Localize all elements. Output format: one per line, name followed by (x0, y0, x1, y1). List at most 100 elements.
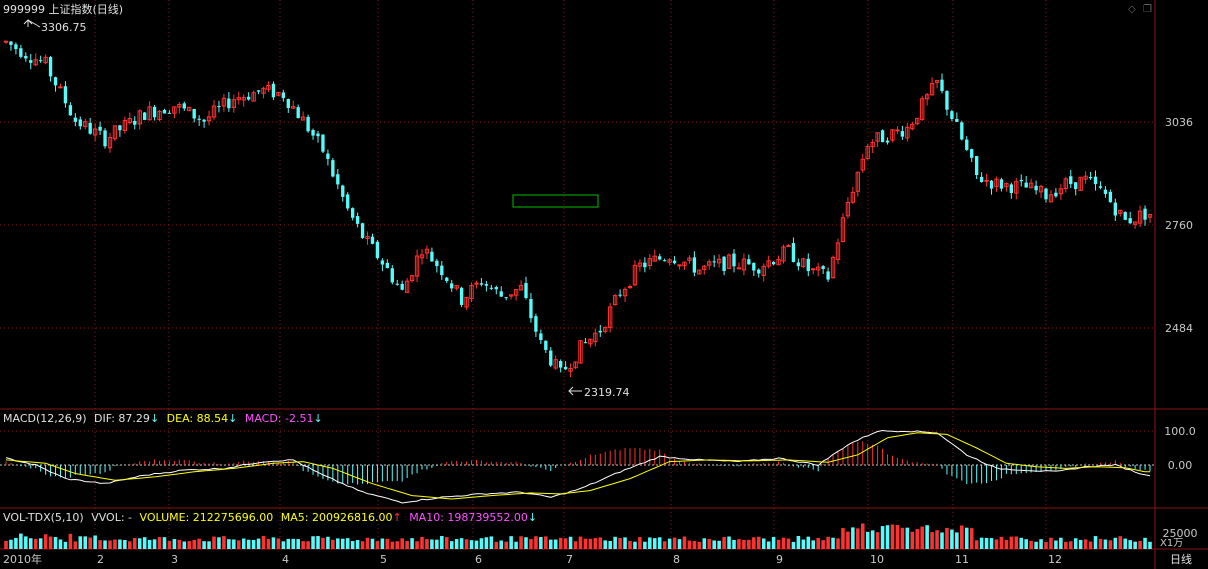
volume-bar (643, 541, 647, 549)
volume-bar (1113, 537, 1118, 549)
volume-bar (1004, 539, 1009, 549)
volume-bar (53, 536, 58, 549)
volume-bar (682, 536, 687, 549)
candle-body (341, 185, 345, 197)
volume-bar (1039, 539, 1043, 549)
candle-body (182, 103, 186, 109)
month-label: 2 (97, 553, 104, 566)
volume-bar (172, 539, 177, 549)
high-arrow-icon (23, 19, 33, 27)
restore-icon[interactable]: ❐ (1143, 4, 1152, 15)
candle-body (1137, 210, 1143, 224)
dif-value: DIF: 87.29 (94, 412, 150, 425)
candle-body (627, 286, 633, 289)
candle-body (539, 333, 543, 341)
volume-bar (578, 536, 583, 549)
price-tick-label: 2484 (1165, 322, 1193, 335)
volume-bar (78, 536, 83, 549)
volume-bar (291, 538, 296, 549)
candle-body (950, 111, 954, 120)
volume-bars[interactable] (4, 523, 1152, 549)
volume-bar (846, 531, 850, 549)
volume-bar (182, 541, 187, 549)
candle-body (603, 326, 608, 332)
volume-bar (935, 530, 939, 549)
candle-body (786, 245, 791, 248)
candle-body (137, 110, 142, 125)
month-label: 3 (171, 553, 178, 566)
candle-body (33, 59, 38, 66)
candle-body (1009, 184, 1014, 194)
volume-bar (895, 525, 900, 549)
candle-body (454, 285, 459, 289)
candle-body (122, 120, 128, 131)
candle-body (147, 106, 152, 121)
candle-body (202, 119, 206, 122)
candle-body (430, 251, 434, 262)
volume-bar (306, 541, 310, 549)
candle-body (632, 264, 638, 286)
volume-bar (1078, 539, 1083, 549)
volume-bar (860, 523, 865, 549)
candle-body (365, 235, 370, 240)
candle-body (840, 217, 846, 243)
volume-bar (979, 537, 984, 549)
volume-bar (940, 532, 944, 549)
volume-bar (33, 538, 38, 549)
volume-bar (1133, 541, 1137, 549)
candle-body (1044, 188, 1048, 200)
candle-body (469, 285, 474, 300)
selection-box[interactable] (512, 194, 599, 208)
candle-body (414, 255, 420, 277)
candle-body (246, 96, 251, 100)
candle-body (806, 258, 810, 272)
month-label: 7 (566, 553, 573, 566)
candle-body (816, 266, 821, 271)
volume-bar (474, 540, 479, 549)
candle-body (766, 260, 771, 267)
volume-bar (974, 540, 979, 549)
volume-bar (425, 539, 429, 549)
macd-histogram[interactable] (5, 441, 1151, 485)
volume-bar (727, 536, 731, 549)
candle-body (855, 171, 860, 192)
candle-body (647, 258, 652, 266)
macd-lines[interactable] (5, 429, 1151, 504)
volume-bar (63, 541, 68, 549)
volume-bar (870, 530, 875, 549)
dif-line (5, 429, 1151, 504)
candle-body (1132, 221, 1138, 225)
candle-body (915, 117, 920, 125)
candle-body (826, 271, 830, 280)
candle-body (757, 269, 761, 274)
candle-body (578, 340, 583, 364)
volume-bar (1024, 539, 1028, 549)
low-annotation: 2319.74 (584, 386, 630, 399)
candle-body (464, 297, 469, 308)
candle-body (118, 125, 122, 131)
volume-bar (613, 536, 617, 549)
vol-header: VOL-TDX(5,10) VVOL: - VOLUME: 212275696.… (3, 511, 537, 524)
candle-body (583, 342, 588, 344)
volume-bar (1009, 536, 1014, 549)
candle-body (346, 194, 350, 209)
volume-bar (430, 539, 434, 549)
period-tab[interactable]: 日线 (1170, 553, 1192, 566)
candlestick-series[interactable] (3, 40, 1153, 378)
candle-body (707, 261, 712, 266)
volume-bar (137, 538, 142, 549)
candle-body (697, 269, 702, 275)
candle-body (563, 366, 568, 370)
candle-body (845, 202, 851, 217)
candle-body (306, 116, 310, 132)
volume-bar (454, 539, 459, 549)
volume-value: VOLUME: 212275696.00 (139, 511, 274, 524)
volume-bar (142, 537, 147, 549)
candle-body (127, 117, 132, 124)
diamond-icon[interactable]: ◇ (1128, 4, 1136, 15)
candle-body (1118, 209, 1123, 214)
volume-bar (623, 537, 627, 549)
volume-bar (811, 540, 816, 549)
candle-body (513, 289, 519, 296)
volume-bar (692, 541, 697, 549)
